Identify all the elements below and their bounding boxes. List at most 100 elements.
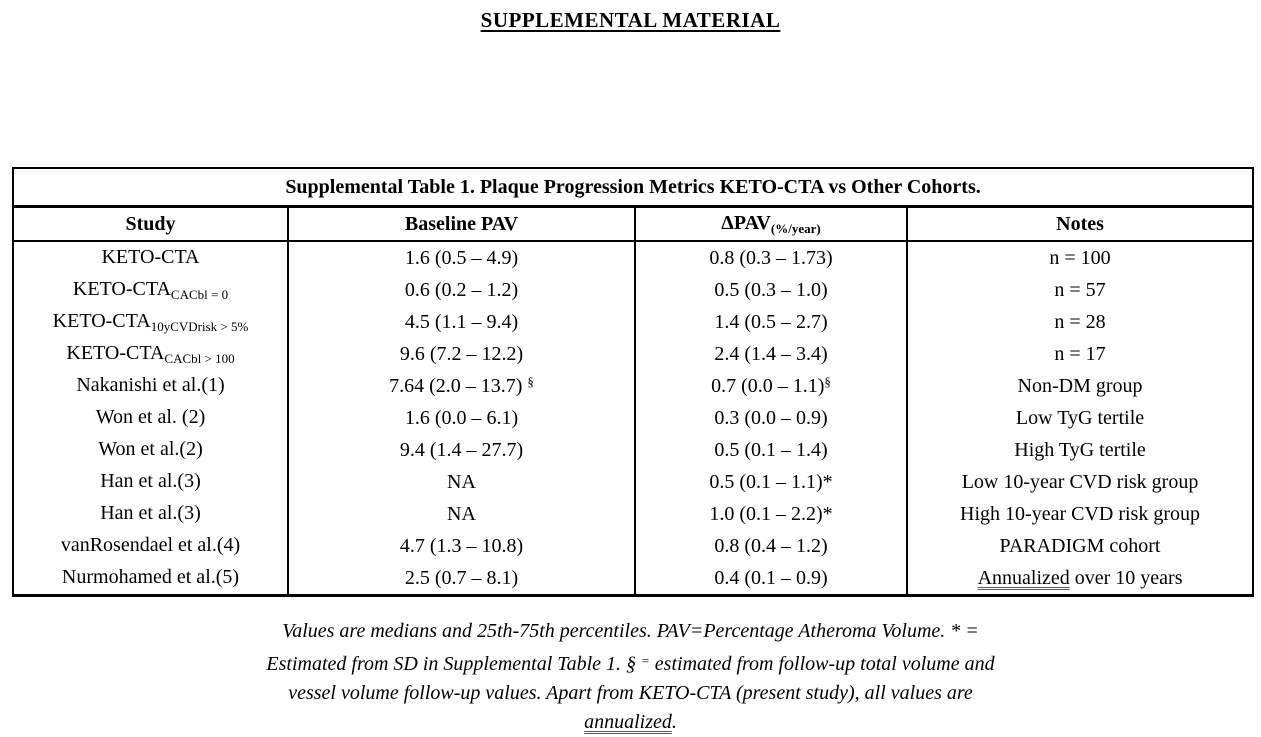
baseline-pav-cell: 9.4 (1.4 – 27.7) [287, 434, 635, 466]
delta-value: 0.5 (0.3 – 1.0) [714, 279, 828, 301]
delta-value: 0.5 (0.1 – 1.4) [714, 439, 828, 461]
plaque-progression-table: Supplemental Table 1. Plaque Progression… [12, 167, 1255, 597]
baseline-pav-cell: 9.6 (7.2 – 12.2) [287, 338, 635, 370]
footnote-text: estimated from follow-up total volume an… [649, 653, 995, 675]
baseline-value: 4.7 (1.3 – 10.8) [399, 535, 524, 557]
baseline-pav-cell: NA [287, 466, 635, 498]
notes-text: Low 10-year CVD risk group [961, 470, 1199, 493]
delta-pav-cell: 0.5 (0.1 – 1.4) [634, 434, 907, 466]
delta-value: 0.5 (0.1 – 1.1)* [709, 471, 833, 493]
delta-pav-cell: 0.8 (0.4 – 1.2) [634, 530, 907, 562]
footnote-line: Values are medians and 25th-75th percent… [0, 617, 1261, 646]
page-title-text: SUPPLEMENTAL MATERIAL [480, 8, 781, 32]
notes-cell: Annualized over 10 years [905, 562, 1254, 596]
study-name: Han et al.(3) [100, 501, 201, 524]
delta-value: 0.8 (0.3 – 1.73) [709, 247, 833, 269]
footnote-text: . [671, 711, 677, 733]
baseline-pav-cell: 7.64 (2.0 – 13.7) § [287, 370, 635, 402]
notes-cell: PARADIGM cohort [905, 530, 1254, 562]
table-row: KETO-CTACACbl = 0 0.6 (0.2 – 1.2) 0.5 (0… [13, 274, 1254, 306]
delta-pav-cell: 2.4 (1.4 – 3.4) [634, 338, 907, 370]
study-name: KETO-CTA [52, 309, 151, 332]
delta-value: 0.4 (0.1 – 0.9) [714, 567, 828, 589]
study-name: vanRosendael et al.(4) [60, 533, 241, 556]
table-caption: Supplemental Table 1. Plaque Progression… [13, 168, 1254, 208]
study-cell: Nurmohamed et al.(5) [13, 562, 288, 596]
table-row: Han et al.(3) NA 1.0 (0.1 – 2.2)* High 1… [13, 498, 1254, 530]
study-cell: KETO-CTACACbl = 0 [13, 274, 288, 306]
delta-value: 0.7 (0.0 – 1.1) [711, 375, 825, 397]
baseline-value: 4.5 (1.1 – 9.4) [404, 311, 519, 333]
notes-text: n = 17 [1054, 342, 1106, 365]
study-cell: Han et al.(3) [13, 466, 288, 498]
study-name: Won et al. (2) [95, 405, 206, 428]
notes-cell: Low 10-year CVD risk group [905, 466, 1254, 498]
notes-text: over 10 years [1069, 566, 1183, 589]
delta-pav-cell: 0.5 (0.1 – 1.1)* [634, 466, 907, 498]
column-header-baseline-pav: Baseline PAV [287, 206, 635, 242]
delta-value: 1.0 (0.1 – 2.2)* [709, 503, 833, 525]
footnote-line: Estimated from SD in Supplemental Table … [0, 646, 1261, 679]
baseline-pav-cell: 4.7 (1.3 – 10.8) [287, 530, 635, 562]
baseline-pav-cell: 1.6 (0.5 – 4.9) [287, 241, 635, 274]
notes-cell: n = 100 [905, 241, 1254, 274]
footnote-line: annualized. [0, 708, 1261, 737]
baseline-value: 1.6 (0.5 – 4.9) [404, 247, 519, 269]
table-row: Won et al.(2) 9.4 (1.4 – 27.7) 0.5 (0.1 … [13, 434, 1254, 466]
study-subscript: CACbl > 100 [164, 350, 235, 366]
table-row: vanRosendael et al.(4) 4.7 (1.3 – 10.8) … [13, 530, 1254, 562]
notes-text: n = 100 [1049, 246, 1111, 269]
baseline-value: 1.6 (0.0 – 6.1) [404, 407, 519, 429]
table-row: Won et al. (2) 1.6 (0.0 – 6.1) 0.3 (0.0 … [13, 402, 1254, 434]
baseline-symbol: § [527, 374, 534, 389]
delta-pav-label: ΔPAV [721, 211, 771, 234]
notes-text: n = 57 [1054, 278, 1106, 301]
study-name: Nurmohamed et al.(5) [61, 565, 240, 588]
notes-text: Low TyG tertile [1015, 406, 1145, 429]
footnote-line: vessel volume follow-up values. Apart fr… [0, 679, 1261, 708]
study-name: KETO-CTA [72, 277, 171, 300]
notes-cell: n = 28 [905, 306, 1254, 338]
delta-pav-unit: (%/year) [770, 220, 821, 236]
column-header-delta-pav: ΔPAV(%/year) [634, 206, 907, 242]
column-header-notes: Notes [905, 206, 1254, 242]
column-header-study: Study [13, 206, 288, 242]
footnote-text: vessel volume follow-up values. Apart fr… [288, 682, 973, 704]
study-subscript: CACbl = 0 [170, 286, 229, 302]
table-row: KETO-CTA 1.6 (0.5 – 4.9) 0.8 (0.3 – 1.73… [13, 241, 1254, 274]
delta-pav-cell: 1.4 (0.5 – 2.7) [634, 306, 907, 338]
baseline-pav-cell: NA [287, 498, 635, 530]
delta-symbol: § [824, 374, 831, 389]
delta-value: 0.8 (0.4 – 1.2) [714, 535, 828, 557]
footnote-marked-word: annualized [584, 711, 672, 733]
delta-pav-cell: 1.0 (0.1 – 2.2)* [634, 498, 907, 530]
study-cell: Nakanishi et al.(1) [13, 370, 288, 402]
notes-cell: Non-DM group [905, 370, 1254, 402]
notes-marked-word: Annualized [977, 566, 1070, 589]
notes-text: PARADIGM cohort [999, 534, 1161, 557]
notes-cell: n = 17 [905, 338, 1254, 370]
table-row: KETO-CTACACbl > 100 9.6 (7.2 – 12.2) 2.4… [13, 338, 1254, 370]
notes-cell: High TyG tertile [905, 434, 1254, 466]
table-header-row: Study Baseline PAV ΔPAV(%/year) Notes [13, 206, 1254, 242]
baseline-value: 2.5 (0.7 – 8.1) [404, 567, 519, 589]
table-footnote: Values are medians and 25th-75th percent… [0, 617, 1261, 737]
study-subscript: 10yCVDrisk > 5% [150, 318, 249, 334]
footnote-text: Values are medians and 25th-75th percent… [282, 620, 979, 642]
study-cell: Han et al.(3) [13, 498, 288, 530]
baseline-value: 7.64 (2.0 – 13.7) [389, 375, 528, 397]
baseline-pav-cell: 1.6 (0.0 – 6.1) [287, 402, 635, 434]
study-name: Han et al.(3) [100, 469, 201, 492]
notes-cell: Low TyG tertile [905, 402, 1254, 434]
notes-text: High TyG tertile [1014, 438, 1146, 461]
baseline-pav-cell: 4.5 (1.1 – 9.4) [287, 306, 635, 338]
study-cell: KETO-CTACACbl > 100 [13, 338, 288, 370]
table-row: Nakanishi et al.(1) 7.64 (2.0 – 13.7) § … [13, 370, 1254, 402]
study-name: Nakanishi et al.(1) [76, 373, 225, 396]
study-name: Won et al.(2) [98, 437, 203, 460]
notes-text: Non-DM group [1017, 374, 1143, 397]
delta-pav-cell: 0.7 (0.0 – 1.1)§ [634, 370, 907, 402]
baseline-value: NA [447, 471, 476, 493]
table-caption-row: Supplemental Table 1. Plaque Progression… [13, 168, 1254, 208]
